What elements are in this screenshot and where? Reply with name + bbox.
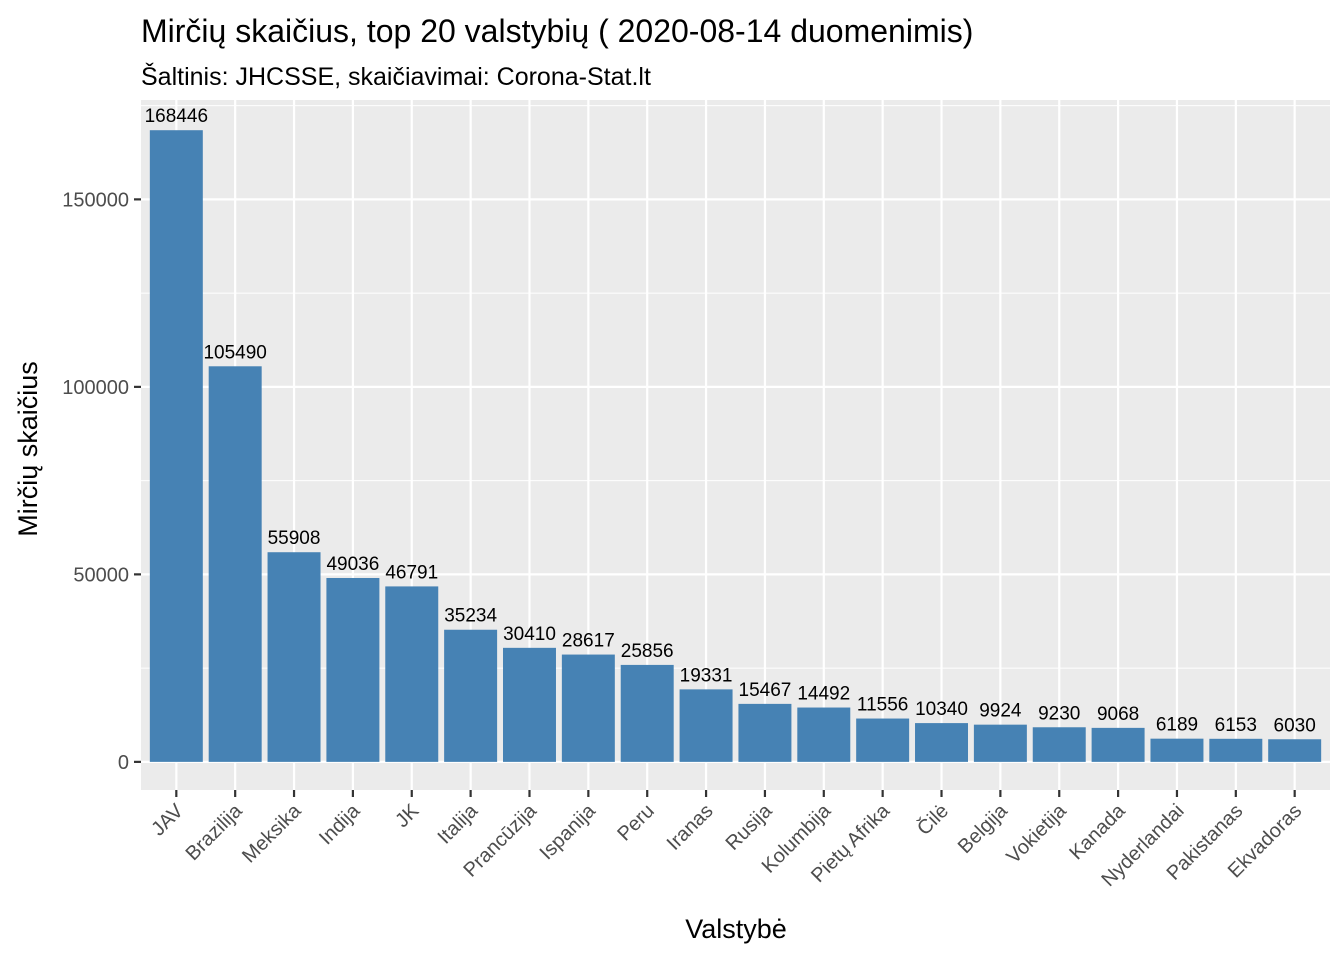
bar-value-label: 14492 <box>797 684 850 705</box>
x-tick-label: JK <box>391 800 424 833</box>
x-tick-label: Ispanija <box>536 799 601 864</box>
bar-value-label: 25856 <box>621 641 674 662</box>
bar-value-label: 105490 <box>203 342 266 363</box>
x-tick-label: Peru <box>613 800 658 845</box>
y-tick-label: 150000 <box>62 189 129 211</box>
bar-value-label: 15467 <box>739 680 792 701</box>
bar-value-label: 19331 <box>680 665 733 686</box>
bars <box>149 130 1322 762</box>
bar-value-label: 35234 <box>444 606 497 627</box>
bar-value-label: 6189 <box>1156 715 1198 736</box>
bar <box>915 723 969 762</box>
bar-value-label: 6030 <box>1274 715 1316 736</box>
x-tick-label: Čilė <box>912 799 953 840</box>
chart-subtitle: Šaltinis: JHCSSE, skaičiavimai: Corona-S… <box>141 62 651 91</box>
x-axis-title: Valstybė <box>685 914 787 944</box>
bar <box>620 664 674 762</box>
x-tick-label: Italija <box>434 799 483 848</box>
bar <box>679 689 733 762</box>
bar-value-label: 11556 <box>857 695 908 716</box>
bar-value-label: 10340 <box>915 699 968 720</box>
bar <box>797 707 851 762</box>
y-tick-label: 0 <box>118 752 129 774</box>
bar <box>856 718 910 762</box>
y-tick-label: 100000 <box>62 377 129 399</box>
x-tick-label: Vokietija <box>1003 799 1072 868</box>
bar <box>267 552 321 762</box>
bar <box>973 724 1027 762</box>
bar-value-label: 55908 <box>268 528 321 549</box>
bar-value-label: 46791 <box>385 562 438 583</box>
x-tick-label: Indija <box>315 799 365 849</box>
bar-value-label: 9230 <box>1038 703 1080 724</box>
bar-value-label: 9924 <box>979 701 1022 722</box>
bar-value-label: 28617 <box>562 631 615 652</box>
x-tick-label: Brazilija <box>182 799 248 865</box>
x-tick-label: Rusija <box>722 799 777 854</box>
bar <box>1209 738 1263 762</box>
bar <box>149 130 203 762</box>
bar-value-label: 6153 <box>1215 715 1257 736</box>
x-tick-label: Meksika <box>238 799 306 867</box>
bar <box>444 629 498 762</box>
bar <box>561 654 615 762</box>
x-tick-label: JAV <box>147 800 188 841</box>
bar <box>502 647 556 762</box>
bar <box>1150 738 1204 762</box>
y-axis: 0 50000 100000 150000 <box>62 189 141 774</box>
bar-value-label: 30410 <box>503 624 556 645</box>
x-tick-label: Iranas <box>663 800 718 855</box>
bar <box>1268 739 1322 762</box>
bar <box>738 703 792 762</box>
bar <box>208 366 262 762</box>
bar <box>1032 727 1086 762</box>
bar-value-label: 9068 <box>1097 704 1139 725</box>
bar <box>1091 727 1145 762</box>
bar <box>326 577 380 762</box>
y-axis-title: Mirčių skaičius <box>13 361 43 537</box>
x-tick-label: Belgija <box>954 799 1013 858</box>
bar-value-label: 49036 <box>326 554 379 575</box>
chart-title: Mirčių skaičius, top 20 valstybių ( 2020… <box>141 13 973 49</box>
bar <box>385 586 439 762</box>
bar-value-label: 168446 <box>145 106 208 127</box>
y-tick-label: 50000 <box>73 564 129 586</box>
